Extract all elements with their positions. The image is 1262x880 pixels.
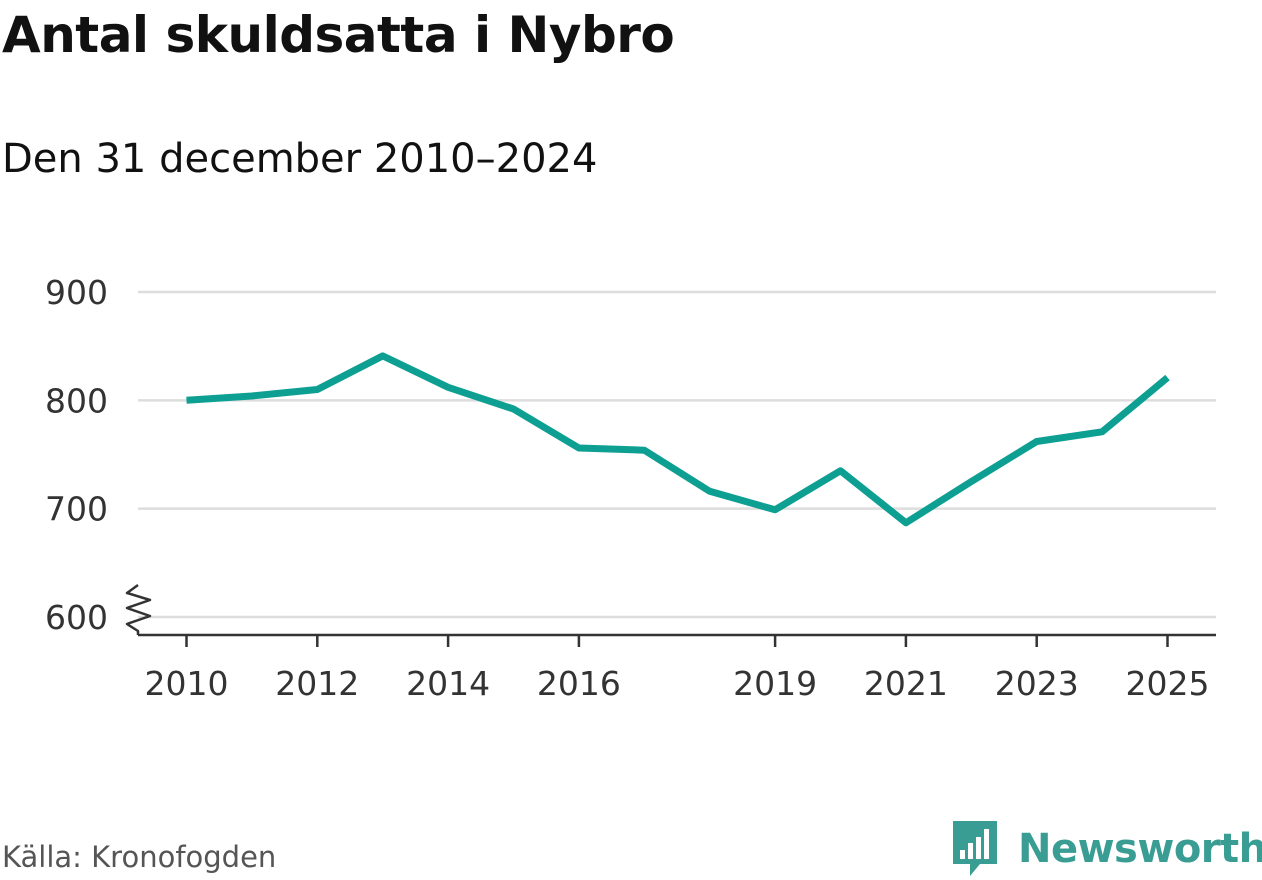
series-line [186, 352, 1170, 527]
source-note: Källa: Kronofogden [2, 840, 277, 874]
x-tick-label: 2019 [733, 664, 817, 703]
x-tick-label: 2010 [145, 664, 229, 703]
x-tick-label: 2016 [537, 664, 621, 703]
brand: Newsworthy [950, 818, 1262, 880]
axis-break-icon [125, 583, 152, 635]
y-tick-label: 900 [45, 273, 108, 312]
chart-title: Antal skuldsatta i Nybro [2, 6, 675, 64]
x-tick-label: 2025 [1126, 664, 1210, 703]
x-tick-label: 2012 [275, 664, 359, 703]
y-tick-label: 700 [45, 490, 108, 529]
x-tick-label: 2023 [995, 664, 1079, 703]
y-tick-label: 600 [45, 598, 108, 637]
newsworthy-logo-icon [953, 821, 997, 876]
x-tick-label: 2014 [406, 664, 490, 703]
chart-subtitle: Den 31 december 2010–2024 [2, 136, 598, 182]
brand-name: Newsworthy [1018, 826, 1262, 872]
x-tick-label: 2021 [864, 664, 948, 703]
y-tick-label: 800 [45, 381, 108, 420]
